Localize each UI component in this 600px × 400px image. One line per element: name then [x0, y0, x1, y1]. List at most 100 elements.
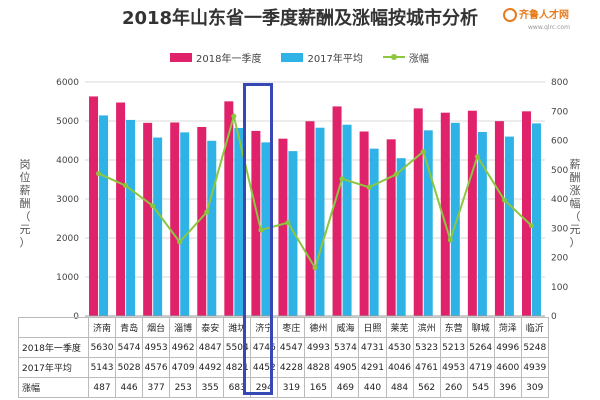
bar-2017-2	[153, 137, 163, 316]
growth-point-0	[96, 171, 102, 177]
bar-2018-16	[521, 111, 531, 316]
bar-2018-6	[251, 130, 261, 316]
table-cell: 396	[493, 377, 522, 398]
legend-item-growth: 涨幅	[382, 50, 429, 65]
chart-title: 2018年山东省一季度薪酬及涨幅按城市分析	[121, 8, 479, 29]
bar-2018-14	[467, 110, 477, 316]
y-tick-label-right: 100	[551, 283, 568, 293]
table-cell: 5374	[331, 337, 360, 358]
table-cell: 4996	[493, 337, 522, 358]
y2-axis-label-char: 酬	[569, 171, 581, 184]
growth-point-13	[447, 237, 453, 243]
svg-text:www.qlrc.com: www.qlrc.com	[528, 24, 570, 31]
bar-2018-11	[386, 139, 396, 316]
y-tick-label-right: 500	[551, 166, 568, 176]
table-cell: 5630	[87, 337, 117, 358]
table-cell: 4709	[169, 357, 198, 378]
growth-point-7	[285, 220, 291, 226]
legend-item-2017: 2017年平均	[281, 50, 363, 65]
svg-text:齐鲁人才网: 齐鲁人才网	[519, 8, 569, 21]
bar-2018-2	[143, 122, 153, 316]
table-cell: 泰安	[196, 317, 225, 338]
table-cell: 253	[169, 377, 198, 398]
table-cell: 4291	[358, 357, 387, 378]
table-cell: 4847	[196, 337, 225, 358]
bar-2017-8	[315, 127, 325, 316]
table-cell: 4492	[196, 357, 225, 378]
bar-2018-5	[224, 101, 234, 317]
table-row-label: 涨幅	[18, 377, 89, 398]
table-cell: 484	[385, 377, 414, 398]
y2-axis-label-char: ）	[569, 236, 581, 249]
growth-point-4	[204, 209, 210, 215]
y-tick-label-left: 2000	[56, 234, 79, 244]
table-cell: 4576	[142, 357, 171, 378]
y-axis-label-right: 薪酬涨幅（元）	[568, 158, 582, 249]
table-cell: 4228	[277, 357, 306, 378]
y-tick-label-right: 600	[551, 137, 568, 147]
table-cell: 487	[87, 377, 117, 398]
bar-2018-0	[89, 96, 99, 317]
table-cell: 4993	[304, 337, 333, 358]
table-cell: 4547	[277, 337, 306, 358]
table-cell: 5028	[115, 357, 144, 378]
bar-2017-15	[504, 136, 514, 316]
bar-2018-4	[197, 126, 207, 316]
table-cell: 440	[358, 377, 387, 398]
y-axis-label-char: （	[19, 210, 31, 223]
table-cell: 淄博	[169, 317, 198, 338]
table-cell: 4046	[385, 357, 414, 378]
growth-point-16	[528, 223, 534, 229]
bar-2017-13	[450, 122, 460, 316]
table-cell: 4746	[250, 337, 279, 358]
chart-legend: 2018年一季度 2017年平均 涨幅	[170, 48, 429, 66]
table-cell: 滨州	[412, 317, 441, 338]
table-cell: 烟台	[142, 317, 171, 338]
y-tick-label-left: 1000	[56, 273, 79, 283]
bar-2017-4	[207, 140, 217, 316]
bar-2017-7	[288, 151, 298, 316]
y-axis-label-char: 薪	[19, 184, 31, 197]
bar-2017-16	[531, 123, 541, 316]
growth-point-8	[312, 265, 318, 271]
table-cell: 济南	[87, 317, 117, 338]
y-tick-label-right: 0	[551, 312, 557, 322]
table-cell: 4761	[412, 357, 441, 378]
bar-2017-12	[423, 130, 433, 316]
y2-axis-label-char: 薪	[569, 158, 581, 171]
y-axis-label-char: 岗	[19, 158, 31, 171]
table-header-row: 济南 青岛 烟台 淄博 泰安 潍坊 济宁 枣庄 德州 威海 日照 莱芜 滨州 东营 聊城 菏泽 临沂	[18, 317, 549, 338]
bar-2018-13	[440, 112, 450, 317]
bar-2017-5	[234, 127, 244, 316]
table-cell: 5213	[439, 337, 468, 358]
table-row-label	[18, 317, 89, 338]
table-cell: 5248	[520, 337, 549, 358]
table-row-label: 2017年平均	[18, 357, 89, 378]
y2-axis-label-char: （	[569, 210, 581, 223]
table-cell: 5264	[466, 337, 495, 358]
data-table: 济南 青岛 烟台 淄博 泰安 潍坊 济宁 枣庄 德州 威海 日照 莱芜 滨州 东营 聊城 菏泽 临沂 2018年一…	[18, 317, 549, 398]
table-cell: 4939	[520, 357, 549, 378]
bar-2017-0	[99, 115, 109, 316]
table-cell: 4821	[223, 357, 252, 378]
y-tick-label-right: 800	[551, 78, 568, 88]
qilu-rencai-logo: 齐鲁人才网 www.qlrc.com	[503, 8, 570, 31]
table-cell: 309	[520, 377, 549, 398]
table-cell: 4452	[250, 357, 279, 378]
table-cell: 469	[331, 377, 360, 398]
y-tick-label-right: 300	[551, 224, 568, 234]
table-cell: 5143	[87, 357, 117, 378]
table-cell: 446	[115, 377, 144, 398]
table-cell: 威海	[331, 317, 360, 338]
y2-axis-label-char: 涨	[569, 184, 581, 197]
table-cell: 4962	[169, 337, 198, 358]
y-tick-label-left: 3000	[56, 195, 79, 205]
growth-point-12	[420, 149, 426, 155]
y-axis-label-char: 酬	[19, 197, 31, 210]
table-cell: 377	[142, 377, 171, 398]
legend-item-2018: 2018年一季度	[170, 50, 261, 65]
table-cell: 260	[439, 377, 468, 398]
bar-2017-11	[396, 158, 406, 316]
legend-swatch-2017	[281, 52, 304, 62]
table-cell: 545	[466, 377, 495, 398]
